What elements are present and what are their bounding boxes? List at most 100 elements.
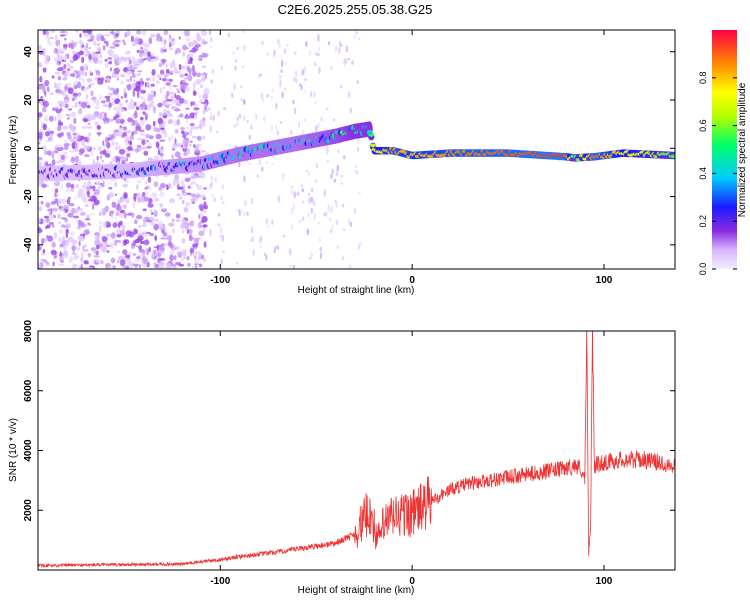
spectrogram-noise-mark [42, 249, 46, 254]
spectrogram-noise-mark [132, 200, 136, 208]
spectrogram-noise-mark [88, 181, 92, 184]
spectrogram-noise-mark [266, 94, 269, 98]
spectrogram-noise-mark [175, 71, 182, 74]
spectrogram-noise-mark [302, 216, 305, 222]
spectrogram-noise-mark [349, 221, 353, 227]
spectrogram-noise-mark [199, 118, 206, 126]
spectrogram-noise-mark [141, 263, 148, 268]
spectrogram-noise-mark [61, 217, 67, 220]
snr-panel: -100 0 100 2000 4000 6000 8000 Height of strai… [8, 319, 676, 596]
spectrogram-noise-mark [53, 50, 57, 54]
spectrogram-noise-mark [168, 136, 171, 142]
spectrogram-noise-mark [54, 188, 59, 194]
spectrogram-noise-mark [112, 222, 118, 228]
spectrogram-noise-mark [42, 30, 47, 35]
spectrogram-noise-mark [60, 206, 63, 212]
spectrogram-noise-mark [65, 94, 69, 99]
spectrogram-noise-mark [38, 83, 45, 87]
spectrogram-noise-mark [158, 262, 165, 266]
spectrogram-noise-mark [198, 203, 205, 210]
spectrogram-noise-mark [122, 56, 128, 62]
spectrogram-noise-mark [38, 112, 43, 118]
spectrogram-noise-mark [255, 114, 258, 120]
spectrogram-noise-mark [177, 142, 184, 146]
spectrogram-noise-mark [64, 140, 68, 143]
spectrogram-noise-mark [189, 254, 192, 257]
spectrogram-noise-mark [84, 244, 87, 248]
spectrogram-noise-mark [192, 81, 197, 88]
spectrogram-noise-mark [69, 138, 75, 142]
spectrogram-noise-mark [158, 246, 165, 253]
spectrogram-noise-mark [62, 43, 68, 48]
spectrogram-noise-mark [252, 248, 255, 257]
spectrogram-noise-mark [159, 69, 165, 75]
spectrogram-noise-mark [222, 250, 225, 253]
spectrogram-noise-mark [315, 163, 319, 169]
spectrogram-noise-mark [320, 116, 323, 122]
spectrogram-noise-mark [201, 216, 208, 223]
spectrogram-noise-mark [303, 119, 307, 121]
spectrogram-noise-mark [194, 149, 201, 156]
spectrogram-noise-mark [181, 238, 186, 244]
spectrogram-noise-mark [73, 96, 77, 101]
spectrogram-noise-mark [167, 113, 173, 117]
spectrogram-noise-mark [246, 119, 249, 124]
spectrogram-noise-mark [317, 34, 320, 42]
spectrogram-noise-mark [318, 66, 321, 74]
spectrogram-noise-mark [102, 221, 107, 229]
spectrogram-noise-mark [130, 83, 136, 89]
spectrogram-noise-mark [158, 62, 162, 68]
spectrogram-noise-mark [90, 149, 93, 157]
spectrogram-noise-mark [286, 43, 289, 47]
spectrogram-noise-mark [158, 220, 164, 228]
spectrogram-noise-mark [153, 106, 156, 114]
spectrogram-noise-mark [183, 99, 188, 105]
spectrogram-noise-mark [119, 118, 125, 124]
spectrogram-noise-mark [38, 206, 42, 212]
spectrogram-noise-mark [169, 254, 174, 262]
spectrogram-noise-mark [138, 225, 141, 228]
spectrogram-noise-mark [53, 107, 59, 110]
spectrogram-noise-mark [140, 83, 143, 91]
spectrogram-noise-mark [192, 144, 196, 148]
spectrogram-noise-mark [118, 127, 124, 132]
spectrogram-noise-mark [107, 56, 113, 60]
spectrogram-noise-mark [185, 107, 190, 110]
spectrogram-noise-mark [244, 199, 247, 207]
spectrogram-noise-mark [69, 59, 75, 63]
spectrogram-noise-mark [156, 74, 163, 79]
spectrogram-noise-mark [210, 79, 213, 84]
spectrogram-noise-mark [209, 228, 212, 237]
spectrogram-noise-mark [146, 231, 151, 234]
spectrogram-noise-mark [313, 91, 316, 99]
spectrogram-noise-mark [132, 196, 137, 200]
spectrogram-noise-mark [261, 166, 264, 172]
spectrogram-noise-mark [116, 110, 120, 114]
spectrogram-noise-mark [52, 261, 55, 267]
spectrogram-noise-mark [145, 247, 149, 255]
spectrogram-noise-mark [107, 182, 113, 185]
spectrogram-noise-mark [182, 199, 185, 205]
spectrogram-noise-mark [243, 115, 246, 122]
spectrogram-noise-mark [200, 77, 206, 82]
spectrogram-noise-mark [110, 257, 116, 264]
spectrogram-noise-mark [41, 237, 45, 245]
spectrogram-noise-mark [195, 251, 201, 254]
spectrogram-noise-mark [42, 145, 47, 151]
spectrogram-noise-mark [323, 212, 327, 217]
spectrogram-noise-mark [106, 150, 111, 154]
spectrogram-noise-mark [102, 45, 106, 51]
spectrogram-noise-mark [42, 123, 47, 131]
spectrogram-noise-mark [39, 100, 43, 106]
spectrogram-noise-mark [78, 240, 81, 247]
spectrogram-noise-mark [67, 212, 74, 218]
spectrogram-noise-mark [54, 71, 61, 76]
spectrogram-noise-mark [131, 131, 134, 137]
spectrogram-noise-mark [240, 98, 243, 101]
spectrogram-noise-mark [130, 121, 133, 128]
colorbar-tick-label: 0.2 [698, 215, 708, 228]
spectrogram-noise-mark [124, 197, 130, 204]
spectrogram-noise-mark [51, 207, 58, 212]
spectrogram-noise-mark [232, 51, 235, 55]
spectrogram-noise-mark [178, 193, 183, 196]
